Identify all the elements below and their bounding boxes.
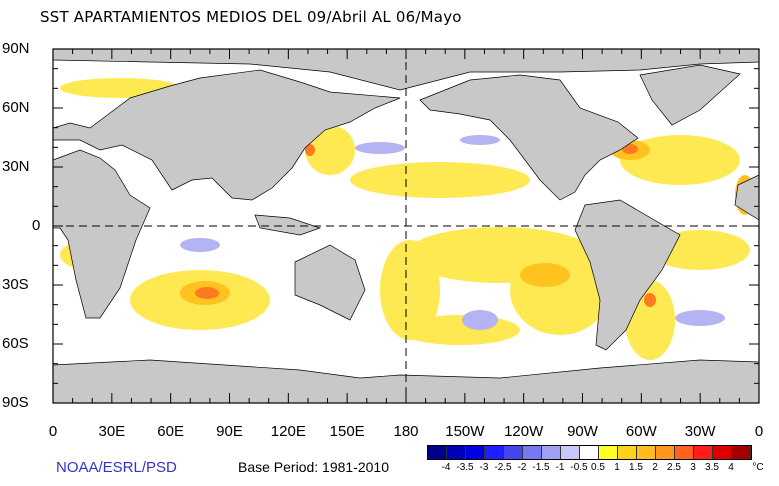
colorbar-label: -4 bbox=[441, 462, 451, 473]
eurasia bbox=[52, 69, 401, 201]
colorbar-swatch bbox=[580, 446, 599, 459]
greenland bbox=[639, 64, 741, 126]
lat-label: 90N bbox=[2, 40, 30, 57]
map-title: SST APARTAMIENTOS MEDIOS DEL 09/Abril AL… bbox=[40, 8, 462, 26]
colorbar-label: 1.5 bbox=[629, 462, 643, 473]
colorbar-swatch bbox=[618, 446, 637, 459]
colorbar-swatch bbox=[428, 446, 447, 459]
colorbar-label: 1 bbox=[614, 462, 620, 473]
colorbar-label: 2 bbox=[652, 462, 658, 473]
lat-label: 90S bbox=[2, 394, 29, 411]
colorbar-label: -0.5 bbox=[570, 462, 588, 473]
colorbar-label: 2.5 bbox=[667, 462, 681, 473]
colorbar bbox=[427, 445, 752, 460]
lon-label: 120W bbox=[504, 423, 544, 440]
lon-label: 120E bbox=[270, 423, 306, 440]
indonesia bbox=[254, 214, 322, 236]
colorbar-unit: °C bbox=[752, 462, 764, 473]
north-america bbox=[419, 74, 639, 201]
colorbar-swatch bbox=[485, 446, 504, 459]
lon-label: 60W bbox=[625, 423, 657, 440]
colorbar-label: 3 bbox=[690, 462, 696, 473]
colorbar-label: -1 bbox=[555, 462, 565, 473]
colorbar-swatch bbox=[504, 446, 523, 459]
lon-label: 150E bbox=[329, 423, 365, 440]
credit-label: NOAA/ESRL/PSD bbox=[56, 459, 177, 476]
lon-label: 180 bbox=[393, 423, 419, 440]
lon-label: 30E bbox=[98, 423, 126, 440]
lon-label: 0 bbox=[754, 423, 764, 440]
lon-label: 150W bbox=[445, 423, 485, 440]
lat-label: 30N bbox=[2, 158, 30, 175]
colorbar-swatch bbox=[523, 446, 542, 459]
colorbar-swatch bbox=[732, 446, 751, 459]
africa bbox=[52, 149, 151, 319]
lat-label: 60N bbox=[2, 99, 30, 116]
lat-label: 30S bbox=[2, 276, 29, 293]
lon-label: 0 bbox=[48, 423, 58, 440]
colorbar-label: 4 bbox=[728, 462, 734, 473]
south-america bbox=[574, 199, 681, 351]
colorbar-swatch bbox=[656, 446, 675, 459]
lon-label: 30W bbox=[684, 423, 716, 440]
colorbar-swatch bbox=[447, 446, 466, 459]
colorbar-swatch bbox=[694, 446, 713, 459]
axis-ticks bbox=[52, 48, 760, 404]
colorbar-swatch bbox=[561, 446, 580, 459]
colorbar-swatch bbox=[637, 446, 656, 459]
colorbar-label: -2.5 bbox=[494, 462, 512, 473]
lon-label: 90W bbox=[567, 423, 598, 440]
lon-label: 60E bbox=[157, 423, 185, 440]
colorbar-swatch bbox=[713, 446, 732, 459]
lat-label: 0 bbox=[32, 217, 41, 234]
colorbar-swatch bbox=[675, 446, 694, 459]
colorbar-label: -1.5 bbox=[532, 462, 550, 473]
colorbar-label: -2 bbox=[517, 462, 527, 473]
reference-lines bbox=[53, 49, 759, 403]
lon-label: 90E bbox=[216, 423, 243, 440]
colorbar-swatch bbox=[542, 446, 561, 459]
colorbar-swatch bbox=[599, 446, 618, 459]
colorbar-swatch bbox=[466, 446, 485, 459]
colorbar-label: -3.5 bbox=[456, 462, 474, 473]
lat-label: 60S bbox=[2, 335, 29, 352]
colorbar-label: 3.5 bbox=[705, 462, 719, 473]
base-period-label: Base Period: 1981-2010 bbox=[238, 459, 389, 475]
colorbar-label: 0.5 bbox=[591, 462, 605, 473]
australia bbox=[294, 244, 366, 321]
colorbar-label: -3 bbox=[479, 462, 489, 473]
